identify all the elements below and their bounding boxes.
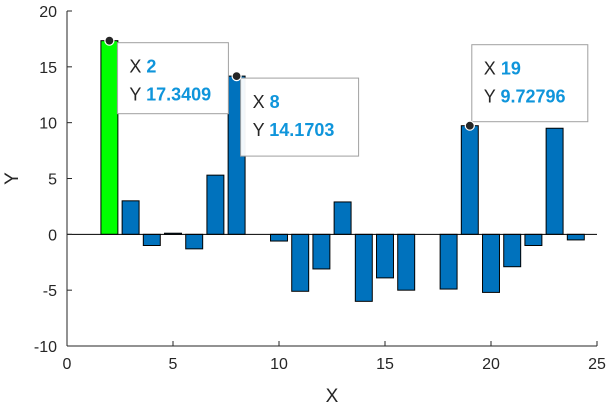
axes-layer: 0 5 10 15 20 25 -10 -5 0 5 10 15 20	[34, 4, 606, 373]
datatip-y-label: Y	[484, 87, 501, 107]
y-tick-label: -5	[43, 283, 57, 300]
datatip-x-value: 19	[501, 59, 521, 79]
x-tick-label: 0	[63, 356, 72, 373]
bar[interactable]	[460, 125, 479, 235]
bar[interactable]	[291, 233, 310, 292]
y-axis-title: Y	[2, 172, 23, 185]
bar[interactable]	[482, 233, 500, 293]
x-tick-label: 15	[376, 356, 394, 373]
datatip-y-value: 9.72796	[500, 87, 565, 107]
x-tick-label: 10	[270, 356, 288, 373]
datatip-x-row: X 8	[253, 92, 280, 112]
x-tick-label: 20	[482, 356, 500, 373]
bar[interactable]	[312, 233, 331, 270]
bar[interactable]	[545, 127, 564, 235]
datatip-y-row: Y 9.72796	[484, 87, 566, 107]
datatip-y-label: Y	[129, 85, 146, 105]
y-tick-label: 0	[48, 227, 57, 244]
y-tick-label: 5	[48, 172, 57, 189]
datatip-y-row: Y 14.1703	[253, 120, 335, 140]
bar[interactable]	[354, 233, 373, 302]
datatip[interactable]: X 2Y 17.3409	[104, 35, 229, 115]
x-tick-label: 25	[588, 356, 606, 373]
datatip-box	[471, 44, 589, 123]
x-axis-title: X	[326, 386, 339, 405]
datatip-x-row: X 2	[129, 57, 156, 77]
datatip-x-value: 8	[270, 92, 280, 112]
datatip-box	[240, 77, 360, 157]
datatip-box	[116, 42, 229, 115]
bar[interactable]	[270, 233, 288, 242]
bar[interactable]	[524, 233, 543, 246]
y-tick-label: 10	[39, 116, 57, 133]
bar[interactable]	[397, 233, 416, 291]
bar[interactable]	[206, 174, 225, 235]
datatip-x-value: 2	[146, 57, 156, 77]
y-tick-label: 20	[39, 4, 57, 21]
datatip-marker[interactable]	[464, 120, 475, 131]
datatip[interactable]: X 19Y 9.72796	[464, 44, 589, 131]
bar[interactable]	[333, 201, 352, 235]
y-tick-label: -10	[34, 339, 57, 356]
datatip-marker[interactable]	[104, 35, 115, 46]
bar[interactable]	[566, 233, 585, 241]
bar[interactable]	[439, 233, 458, 290]
bars-layer	[100, 40, 585, 302]
datatip-y-value: 17.3409	[146, 85, 211, 105]
datatip-marker[interactable]	[231, 70, 242, 82]
bar[interactable]	[185, 233, 204, 250]
datatip[interactable]: X 8Y 14.1703	[231, 70, 360, 157]
bar[interactable]	[121, 200, 140, 235]
datatip-y-value: 14.1703	[269, 120, 334, 140]
y-tick-label: 15	[39, 60, 57, 77]
datatip-x-row: X 19	[484, 59, 521, 79]
datatip-x-label: X	[129, 57, 146, 77]
datatip-y-row: Y 17.3409	[129, 85, 211, 105]
bar-highlighted[interactable]	[100, 40, 119, 235]
datatip-x-label: X	[484, 59, 501, 79]
bar[interactable]	[376, 233, 394, 279]
datatip-x-label: X	[253, 92, 270, 112]
x-tick-label: 5	[169, 356, 178, 373]
bar[interactable]	[142, 233, 161, 246]
datatip-y-label: Y	[253, 120, 270, 140]
bar[interactable]	[503, 233, 522, 268]
